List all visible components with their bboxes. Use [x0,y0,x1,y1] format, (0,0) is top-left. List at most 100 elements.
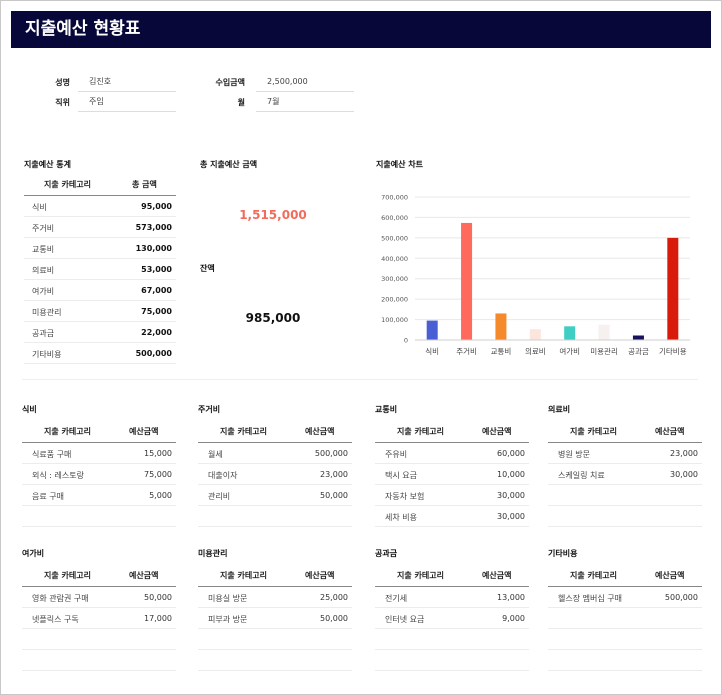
chart-bar [598,324,610,340]
detail-row-empty [548,629,702,650]
detail-table-header: 지출 카테고리 예산금액 [548,566,702,587]
detail-col-category: 지출 카테고리 [397,427,444,436]
detail-col-amount: 예산금액 [129,427,159,436]
detail-row-category: 스케일링 치료 [558,471,605,480]
detail-row: 병원 방문 23,000 [548,443,702,464]
chart-bar [426,320,438,340]
stats-row: 기타비용 500,000 [24,343,176,364]
detail-section-title: 공과금 [375,549,398,558]
detail-row: 대출이자 23,000 [198,464,352,485]
detail-row: 인터넷 요금 9,000 [375,608,529,629]
detail-row: 전기세 13,000 [375,587,529,608]
stats-row-category: 주거비 [32,224,55,233]
detail-table: 지출 카테고리 예산금액 병원 방문 23,000 스케일링 치료 30,000 [548,422,702,527]
detail-row-amount: 15,000 [144,449,172,458]
detail-section-title: 의료비 [548,405,571,414]
detail-row-category: 인터넷 요금 [385,615,425,624]
chart-title: 지출예산 차트 [376,160,423,169]
stats-row: 공과금 22,000 [24,322,176,343]
detail-table-header: 지출 카테고리 예산금액 [375,422,529,443]
detail-col-category: 지출 카테고리 [570,571,617,580]
stats-row-category: 공과금 [32,329,55,338]
detail-table-header: 지출 카테고리 예산금액 [198,422,352,443]
detail-row-amount: 30,000 [670,470,698,479]
detail-row-empty [548,608,702,629]
chart-x-tick-label: 미용관리 [590,346,618,356]
detail-row: 자동차 보험 30,000 [375,485,529,506]
detail-row: 음료 구매 5,000 [22,485,176,506]
detail-row-empty [198,629,352,650]
detail-row-amount: 50,000 [320,491,348,500]
detail-row-category: 세차 비용 [385,513,417,522]
detail-row: 세차 비용 30,000 [375,506,529,527]
chart-y-tick-label: 400,000 [381,255,408,263]
detail-row-category: 피부과 방문 [208,615,248,624]
total-value: 1,515,000 [239,208,307,222]
detail-row-amount: 10,000 [497,470,525,479]
detail-row-amount: 500,000 [664,593,698,602]
detail-row-empty [22,650,176,671]
stats-row-category: 여가비 [32,287,55,296]
chart-y-tick-label: 100,000 [381,316,408,324]
detail-row-category: 음료 구매 [32,492,64,501]
stats-row-amount: 53,000 [141,265,172,274]
detail-row: 미용실 방문 25,000 [198,587,352,608]
chart-y-tick-label: 500,000 [381,234,408,242]
detail-row: 넷플릭스 구독 17,000 [22,608,176,629]
detail-row-amount: 50,000 [320,614,348,623]
stats-row-amount: 95,000 [141,202,172,211]
detail-row-empty [375,650,529,671]
detail-col-category: 지출 카테고리 [570,427,617,436]
detail-section-title: 교통비 [375,405,398,414]
stats-row-category: 식비 [32,203,47,212]
detail-table: 지출 카테고리 예산금액 전기세 13,000 인터넷 요금 9,000 [375,566,529,671]
detail-table: 지출 카테고리 예산금액 헬스장 멤버십 구매 500,000 [548,566,702,671]
detail-table: 지출 카테고리 예산금액 주유비 60,000 택시 요금 10,000 자동차 보험 30,… [375,422,529,527]
stats-row-category: 미용관리 [32,308,62,317]
chart-x-tick-label: 의료비 [525,346,546,356]
detail-row-empty [198,506,352,527]
total-label: 총 지출예산 금액 [200,160,258,169]
balance-label: 잔액 [200,264,215,273]
detail-row: 월세 500,000 [198,443,352,464]
detail-row-empty [548,506,702,527]
detail-row-category: 병원 방문 [558,450,590,459]
stats-row-category: 기타비용 [32,350,62,359]
position-label: 직위 [55,98,70,107]
stats-row: 식비 95,000 [24,196,176,217]
detail-section-title: 미용관리 [198,549,228,558]
stats-row-amount: 130,000 [135,244,172,253]
detail-row-amount: 30,000 [497,491,525,500]
chart-y-tick-label: 200,000 [381,296,408,304]
detail-table-header: 지출 카테고리 예산금액 [22,566,176,587]
name-value: 김진호 [78,73,176,92]
detail-row-empty [375,629,529,650]
detail-col-category: 지출 카테고리 [44,571,91,580]
chart-y-tick-label: 700,000 [381,194,408,202]
stats-row-amount: 67,000 [141,286,172,295]
detail-table-header: 지출 카테고리 예산금액 [198,566,352,587]
chart-bar [495,313,507,340]
detail-row-empty [22,506,176,527]
chart-bar [667,237,679,340]
detail-row: 관리비 50,000 [198,485,352,506]
stats-row-category: 교통비 [32,245,55,254]
detail-row-amount: 30,000 [497,512,525,521]
page-title: 지출예산 현황표 [11,11,711,48]
detail-col-category: 지출 카테고리 [220,427,267,436]
stats-table: 지출 카테고리 총 금액 식비 95,000 주거비 573,000 교통비 130,00… [24,175,176,364]
detail-table-header: 지출 카테고리 예산금액 [548,422,702,443]
detail-col-amount: 예산금액 [305,571,335,580]
detail-row-category: 식료품 구매 [32,450,72,459]
detail-row-category: 월세 [208,450,223,459]
detail-col-amount: 예산금액 [482,571,512,580]
detail-row: 택시 요금 10,000 [375,464,529,485]
stats-row-amount: 573,000 [135,223,172,232]
detail-row-amount: 5,000 [149,491,172,500]
detail-row-amount: 9,000 [502,614,525,623]
detail-row-amount: 60,000 [497,449,525,458]
chart-y-tick-label: 600,000 [381,214,408,222]
detail-row: 피부과 방문 50,000 [198,608,352,629]
detail-table: 지출 카테고리 예산금액 영화 관람권 구매 50,000 넷플릭스 구독 17,000 [22,566,176,671]
detail-row-empty [22,629,176,650]
